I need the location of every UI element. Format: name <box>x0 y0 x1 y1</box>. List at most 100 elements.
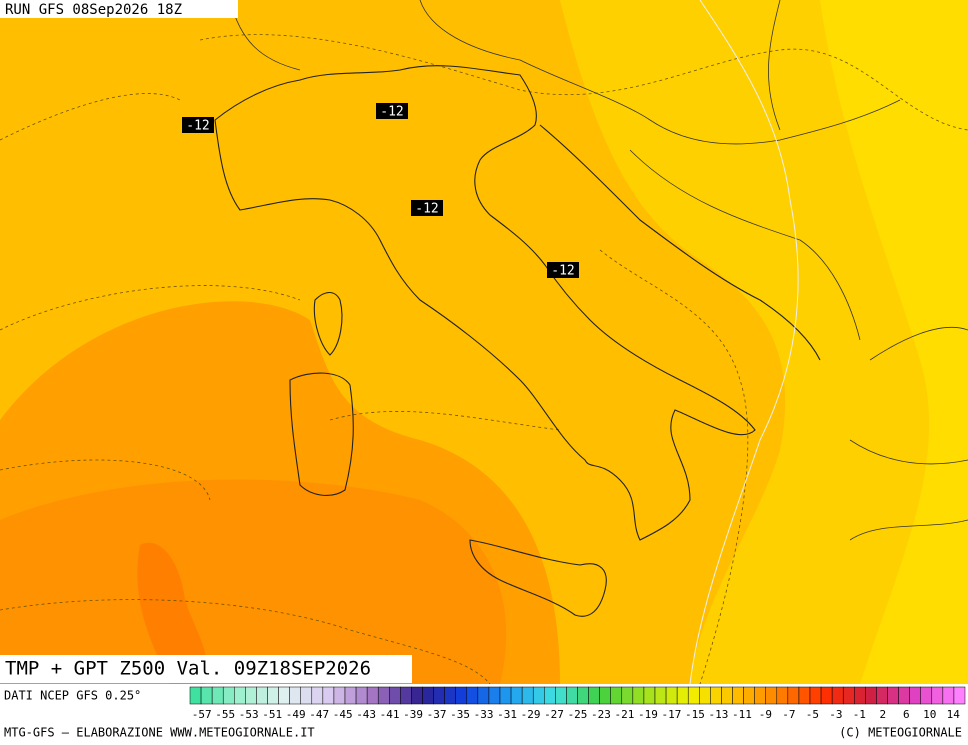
colorbar-label: -33 <box>474 708 494 721</box>
colorbar-swatch <box>322 686 335 705</box>
contour-line <box>599 249 749 685</box>
colorbar-swatch <box>865 686 877 705</box>
colorbar-swatch <box>898 686 910 705</box>
contour-line <box>0 34 968 141</box>
colorbar-swatch <box>189 686 202 705</box>
field-core <box>137 542 208 684</box>
field-label: TMP + GPT Z500 Val. 09Z18SEP2026 <box>5 658 371 680</box>
colorbar-swatch <box>643 686 656 705</box>
colorbar-swatch <box>278 686 290 705</box>
colorbar-label: -55 <box>215 708 235 721</box>
colorbar-swatch <box>377 686 390 705</box>
colorbar-label: -31 <box>497 708 517 721</box>
colorbar-swatch <box>455 686 468 705</box>
colorbar-label: -11 <box>732 708 752 721</box>
colorbar-swatch <box>555 686 567 705</box>
credit-right: (C) METEOGIORNALE <box>839 726 962 740</box>
coastline <box>214 65 756 541</box>
colorbar-label: -7 <box>782 708 795 721</box>
colorbar-swatch <box>854 686 866 705</box>
colorbar-swatch <box>765 686 778 705</box>
colorbar-swatch <box>798 686 811 705</box>
colorbar-label: -25 <box>568 708 588 721</box>
colorbar-swatch <box>521 686 534 705</box>
source-label: DATI NCEP GFS 0.25° <box>4 689 141 703</box>
colorbar-swatch <box>355 686 368 705</box>
colorbar-label: -41 <box>380 708 400 721</box>
colorbar-swatch <box>676 686 689 705</box>
map-field <box>0 0 968 685</box>
colorbar-swatch <box>621 686 634 705</box>
contour-label: -12 <box>380 105 403 120</box>
field-zone <box>820 0 968 684</box>
colorbar-swatch <box>400 686 412 705</box>
contour-labels: -12 -12 -12 -12 <box>182 103 579 279</box>
colorbar-label: -21 <box>615 708 635 721</box>
colorbar-swatch <box>787 686 800 705</box>
colorbar-label: -19 <box>638 708 658 721</box>
colorbar-swatch <box>544 686 556 705</box>
colorbar-swatch <box>610 686 623 705</box>
colorbar-label: -29 <box>521 708 541 721</box>
colorbar-swatch <box>665 686 678 705</box>
colorbar-swatch <box>909 686 921 705</box>
colorbar-label: -9 <box>759 708 772 721</box>
colorbar-swatch <box>422 686 434 705</box>
colorbar-label: 14 <box>947 708 961 721</box>
colorbar-swatch <box>942 686 955 705</box>
colorbar-swatch <box>809 686 822 705</box>
colorbar-swatch <box>687 686 700 705</box>
colorbar-swatch <box>300 686 313 705</box>
colorbar-label: -39 <box>403 708 423 721</box>
colorbar-label: 10 <box>923 708 936 721</box>
colorbar-label: -13 <box>708 708 728 721</box>
colorbar-swatch <box>433 686 445 705</box>
colorbar-swatch <box>842 686 855 705</box>
colorbar-label: -45 <box>333 708 353 721</box>
colorbar-swatch <box>831 686 844 705</box>
borders <box>229 0 968 541</box>
contour-label-box <box>547 262 579 278</box>
colorbar-label: -1 <box>853 708 866 721</box>
colorbar-swatch <box>577 686 589 705</box>
run-box <box>0 0 238 18</box>
colorbar-swatch <box>389 686 401 705</box>
colorbar-label: -49 <box>286 708 306 721</box>
colorbar-swatch <box>366 686 379 705</box>
colorbar-swatch <box>333 686 346 705</box>
colorbar-swatch <box>953 686 966 705</box>
credit-left: MTG-GFS — ELABORAZIONE WWW.METEOGIORNALE… <box>4 726 315 740</box>
contour-label: -12 <box>186 119 209 134</box>
colorbar-swatch <box>654 686 667 705</box>
colorbar-swatch <box>699 686 711 705</box>
contour-label-box <box>376 103 408 119</box>
colorbar-label: -15 <box>685 708 705 721</box>
colorbar-swatch <box>566 686 578 705</box>
colorbar-swatch <box>588 686 600 705</box>
colorbar-swatch <box>211 686 224 705</box>
colorbar-swatch <box>743 686 755 705</box>
colorbar-swatch <box>311 686 324 705</box>
colorbar-swatch <box>599 686 611 705</box>
colorbar-swatch <box>488 686 501 705</box>
colorbar-label: -57 <box>192 708 212 721</box>
coastline <box>539 124 821 361</box>
colorbar-swatch <box>732 686 744 705</box>
colorbar-label: -37 <box>427 708 447 721</box>
corsica-coast <box>313 291 343 356</box>
colorbar-swatch <box>477 686 490 705</box>
colorbar-label: 6 <box>903 708 910 721</box>
colorbar-swatch <box>920 686 933 705</box>
colorbar-swatch <box>931 686 944 705</box>
contour-line <box>0 285 561 431</box>
colorbar-swatch <box>710 686 722 705</box>
colorbar-swatch <box>444 686 456 705</box>
colorbar-label: -17 <box>662 708 682 721</box>
sicily-coast <box>469 539 607 617</box>
colorbar-swatch <box>754 686 766 705</box>
colorbar-label: -3 <box>829 708 842 721</box>
colorbar-label: -53 <box>239 708 259 721</box>
colorbar-swatch <box>876 686 888 705</box>
colorbar-swatch <box>267 686 279 705</box>
